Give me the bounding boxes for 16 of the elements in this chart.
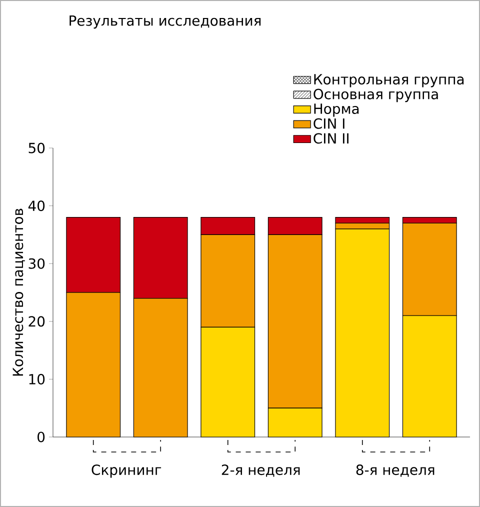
x-tick-label: 8-я неделя: [356, 464, 434, 477]
x-tick-label: Скрининг: [92, 464, 162, 478]
y-tick-label: 50: [28, 142, 45, 154]
chart-title: Результаты исследования: [70, 16, 261, 29]
text: Основная группа: [314, 88, 438, 102]
y-tick-label: 0: [38, 432, 45, 442]
y-tick-label: 40: [28, 200, 45, 212]
legend-label: Норма: [314, 104, 359, 117]
y-axis-title: Количество пациентов: [12, 208, 25, 376]
y-tick-label: 30: [28, 258, 45, 269]
x-tick-label: 2-я неделя: [222, 464, 300, 477]
y-tick-label: 10: [29, 374, 45, 384]
y-tick-label: 20: [28, 316, 45, 327]
legend-label: CIN II: [314, 133, 348, 144]
text: Контрольная группа: [314, 74, 464, 88]
legend-label: CIN I: [314, 118, 344, 129]
